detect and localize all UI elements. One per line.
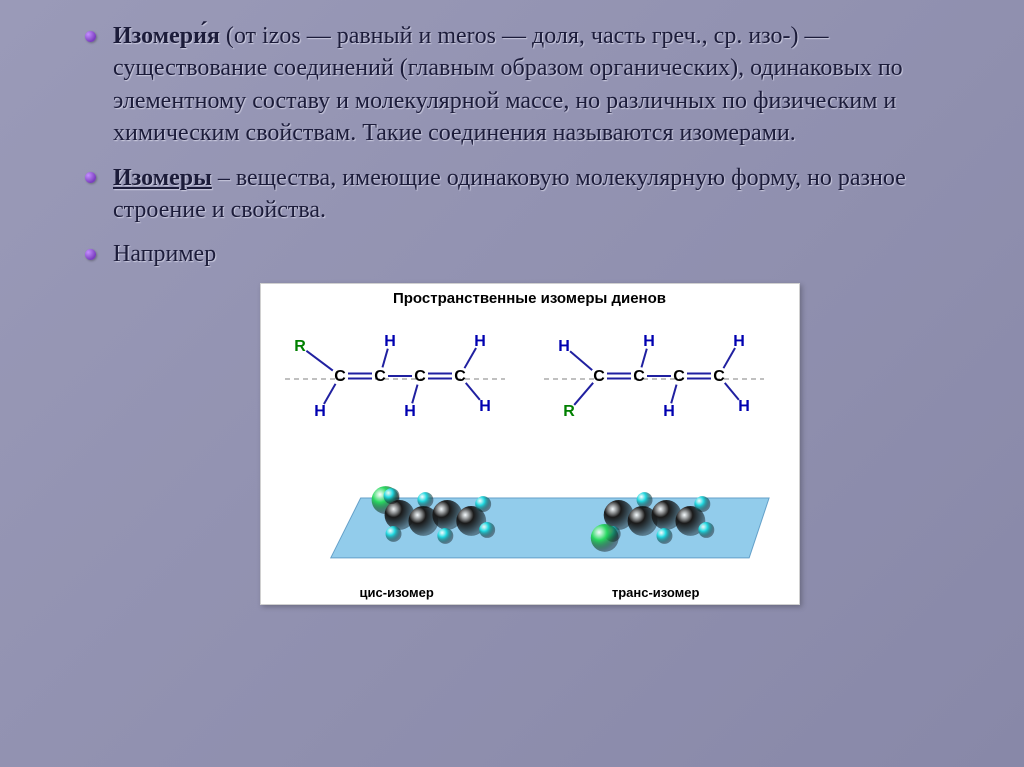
bullet-text: Например xyxy=(113,241,216,267)
figure-title: Пространственные изомеры диенов xyxy=(271,290,789,307)
trans-caption: транс-изомер xyxy=(612,585,700,600)
bullet-item: Изомери́я (от izos — равный и meros — до… xyxy=(85,20,974,150)
bullet-list: Изомери́я (от izos — равный и meros — до… xyxy=(85,20,974,271)
svg-text:H: H xyxy=(643,333,655,350)
trans-structure: HCRCHCHCHH xyxy=(539,311,779,441)
bullet-item: Изомеры – вещества, имеющие одинаковую м… xyxy=(85,162,974,227)
figure: Пространственные изомеры диенов RCHCHCHC… xyxy=(260,283,800,605)
bullet-item-example: Например xyxy=(85,238,974,270)
svg-text:R: R xyxy=(294,338,306,355)
cis-caption: цис-изомер xyxy=(360,585,434,600)
svg-text:H: H xyxy=(404,403,416,420)
svg-text:C: C xyxy=(633,368,645,385)
svg-text:C: C xyxy=(593,368,605,385)
svg-text:C: C xyxy=(713,368,725,385)
svg-text:H: H xyxy=(663,403,675,420)
svg-text:R: R xyxy=(563,403,575,420)
svg-text:C: C xyxy=(414,368,426,385)
svg-text:H: H xyxy=(479,398,491,415)
term-link: Изомеры xyxy=(113,165,212,191)
svg-text:H: H xyxy=(738,398,750,415)
cis-structure: RCHCHCHCHH xyxy=(280,311,520,441)
slide-body: Изомери́я (от izos — равный и meros — до… xyxy=(0,0,1024,625)
svg-text:C: C xyxy=(334,368,346,385)
svg-text:H: H xyxy=(384,333,396,350)
svg-text:H: H xyxy=(314,403,326,420)
figure-captions: цис-изомер транс-изомер xyxy=(271,585,789,600)
bullet-text: (от izos — равный и meros — доля, часть … xyxy=(113,23,903,146)
structural-formulas-row: RCHCHCHCHH HCRCHCHCHH xyxy=(271,311,789,441)
svg-text:C: C xyxy=(374,368,386,385)
svg-text:C: C xyxy=(454,368,466,385)
bullet-text: – вещества, имеющие одинаковую молекуляр… xyxy=(113,165,906,223)
term: Изомери́я xyxy=(113,23,220,49)
svg-text:H: H xyxy=(474,333,486,350)
svg-text:H: H xyxy=(558,338,570,355)
svg-text:C: C xyxy=(673,368,685,385)
svg-text:H: H xyxy=(733,333,745,350)
molecular-models-row xyxy=(271,443,789,583)
